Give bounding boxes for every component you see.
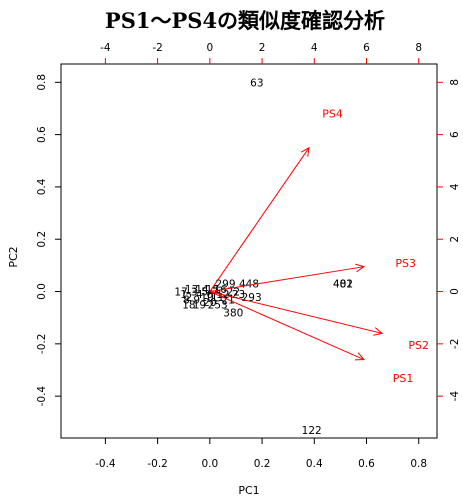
top-tick-label: -4	[100, 42, 111, 54]
loading-arrow	[209, 291, 365, 360]
y-axis-label: PC2	[7, 246, 20, 267]
loading-arrow	[209, 147, 310, 292]
right-tick-label: 2	[449, 236, 461, 243]
top-tick-label: 0	[206, 42, 213, 54]
observation-label: 18	[182, 300, 195, 312]
loading-arrows: PS4 PS3 PS2 PS1	[209, 108, 429, 385]
observation-label: 22	[227, 287, 240, 299]
y-tick-label: 0.2	[36, 231, 48, 248]
right-tick-label: -4	[449, 391, 461, 402]
right-tick-label: 0	[449, 288, 461, 295]
y-tick-label: 0.8	[36, 74, 48, 91]
observation-label: 299	[215, 279, 235, 291]
observation-label: 13	[185, 284, 198, 296]
loading-label: PS4	[322, 108, 343, 121]
observation-label: 20	[203, 297, 216, 309]
bottom-axis: -0.4 -0.2 0.0 0.2 0.4 0.6 0.8	[95, 438, 427, 470]
observation-label: 19	[193, 300, 206, 312]
loading-label: PS1	[393, 372, 414, 385]
observation-label: 9	[193, 294, 200, 306]
loading-arrowhead	[373, 327, 384, 336]
observation-label: 21	[221, 294, 234, 306]
top-tick-label: 4	[311, 42, 318, 54]
left-axis: -0.4 -0.2 0.0 0.2 0.4 0.6 0.8	[36, 74, 61, 406]
top-axis: -4 -2 0 2 4 6 8	[100, 42, 422, 64]
observation-label: 14	[195, 284, 209, 296]
x-tick-label: -0.2	[147, 458, 168, 470]
observation-label: 481	[333, 279, 353, 291]
y-tick-label: -0.4	[36, 386, 48, 407]
loading-arrow	[209, 291, 383, 334]
loading-arrowhead	[355, 263, 366, 273]
plot-frame	[60, 63, 438, 439]
observation-label: 122	[302, 425, 322, 437]
chart-title: PS1～PS4の類似度確認分析	[105, 8, 385, 33]
observation-label: 8	[183, 294, 190, 306]
y-tick-label: -0.2	[36, 334, 48, 355]
loading-arrow	[209, 266, 364, 293]
loading-label: PS3	[395, 257, 416, 270]
observation-label: 2	[186, 292, 193, 304]
loading-label: PS2	[408, 339, 429, 352]
x-tick-label: 0.6	[358, 458, 375, 470]
loading-arrowhead	[354, 352, 365, 361]
observation-label: 5	[201, 287, 208, 299]
observation-label: 253	[208, 300, 228, 312]
top-tick-label: 2	[259, 42, 266, 54]
x-tick-label: 0.4	[306, 458, 323, 470]
observation-label: 4	[196, 289, 203, 301]
x-tick-label: 0.2	[254, 458, 271, 470]
top-tick-label: -2	[152, 42, 162, 54]
observation-label: 3	[191, 287, 198, 299]
observation-label: 17	[174, 287, 187, 299]
right-tick-label: 8	[449, 79, 461, 86]
right-tick-label: -2	[449, 339, 461, 349]
observation-label: 63	[250, 77, 263, 89]
observation-label: 448	[239, 279, 259, 291]
right-tick-label: 4	[449, 183, 461, 190]
x-tick-label: 0.0	[201, 458, 218, 470]
observation-label: 11	[211, 292, 224, 304]
observation-label: 10	[201, 292, 214, 304]
right-tick-label: 6	[449, 131, 461, 138]
x-tick-label: -0.4	[95, 458, 116, 470]
top-tick-label: 8	[415, 42, 422, 54]
right-axis: -4 -2 0 2 4 6 8	[437, 79, 461, 401]
observation-label: 6	[206, 289, 213, 301]
top-tick-label: 6	[363, 42, 370, 54]
y-tick-label: 0.0	[36, 283, 48, 300]
observation-label: 380	[223, 307, 243, 319]
observation-label: 402	[333, 279, 353, 291]
loading-arrowhead	[300, 146, 310, 157]
y-tick-label: 0.4	[36, 178, 48, 195]
y-tick-label: 0.6	[36, 126, 48, 143]
observation-labels: 6312248140244829338025329912345678910111…	[174, 77, 353, 437]
observation-label: 1	[180, 289, 187, 301]
x-tick-label: 0.8	[410, 458, 427, 470]
x-axis-label: PC1	[238, 484, 259, 497]
